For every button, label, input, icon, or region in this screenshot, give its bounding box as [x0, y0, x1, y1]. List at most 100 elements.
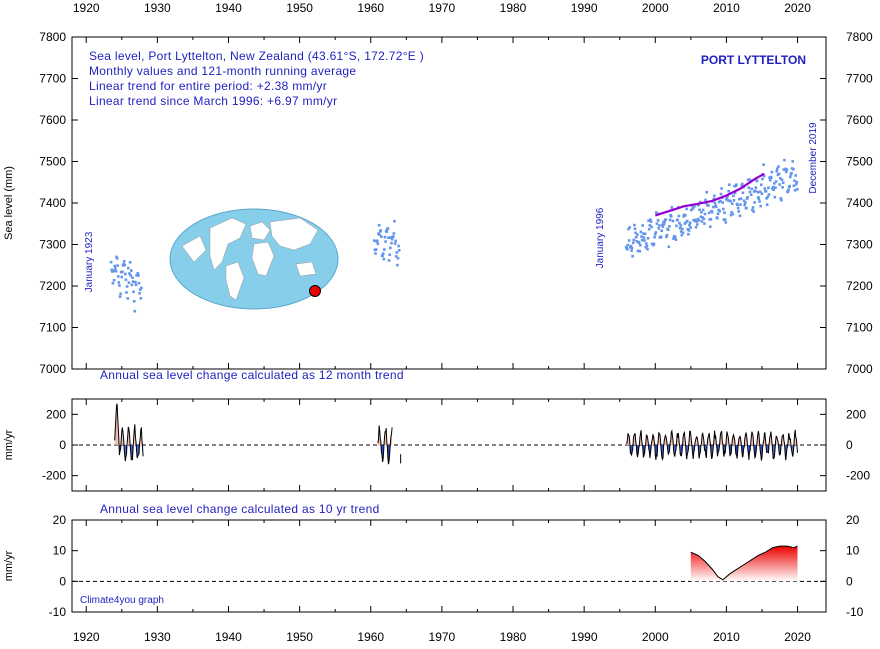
- monthly-sea-level-point: [713, 201, 717, 205]
- sea-level-y-axis-title: Sea level (mm): [3, 166, 15, 240]
- monthly-sea-level-point: [786, 190, 790, 194]
- monthly-sea-level-point: [130, 269, 133, 272]
- monthly-sea-level-point: [687, 229, 691, 232]
- monthly-sea-level-point: [679, 224, 682, 227]
- monthly-sea-level-point: [645, 245, 649, 248]
- monthly-sea-level-point: [794, 183, 798, 186]
- monthly-sea-level-point: [772, 188, 775, 191]
- trend-10yr-area: [690, 546, 798, 582]
- monthly-sea-level-point: [748, 190, 752, 194]
- x-tick-label-bottom: 2010: [713, 630, 740, 644]
- monthly-sea-level-point: [778, 177, 782, 180]
- monthly-sea-level-point: [678, 221, 681, 225]
- monthly-sea-level-point: [685, 207, 688, 211]
- monthly-sea-level-point: [705, 190, 708, 194]
- monthly-sea-level-point: [632, 238, 636, 242]
- monthly-sea-level-point: [689, 226, 692, 229]
- x-tick-label-bottom: 2000: [642, 630, 669, 644]
- monthly-sea-level-point: [378, 233, 381, 237]
- monthly-sea-level-point: [738, 214, 742, 218]
- monthly-sea-level-point: [659, 235, 663, 238]
- monthly-sea-level-point: [709, 225, 712, 228]
- monthly-sea-level-point: [698, 208, 701, 212]
- monthly-sea-level-point: [698, 200, 702, 204]
- monthly-sea-level-point: [373, 239, 376, 242]
- monthly-sea-level-point: [138, 288, 142, 291]
- monthly-sea-level-point: [732, 199, 736, 202]
- monthly-sea-level-point: [636, 233, 639, 236]
- monthly-sea-level-point: [115, 255, 118, 259]
- monthly-sea-level-point: [761, 177, 764, 181]
- monthly-sea-level-point: [140, 286, 143, 290]
- monthly-sea-level-point: [720, 187, 723, 190]
- monthly-sea-level-point: [383, 235, 387, 239]
- monthly-sea-level-point: [110, 268, 113, 272]
- x-tick-label-bottom: 1990: [571, 630, 598, 644]
- monthly-sea-level-point: [703, 212, 707, 216]
- monthly-sea-level-point: [627, 239, 631, 242]
- monthly-sea-level-point: [642, 236, 646, 239]
- monthly-sea-level-point: [709, 217, 713, 221]
- monthly-sea-level-point: [132, 290, 135, 294]
- monthly-sea-level-point: [111, 282, 115, 285]
- monthly-sea-level-point: [124, 278, 128, 281]
- monthly-sea-level-point: [757, 196, 760, 199]
- monthly-sea-level-point: [661, 225, 665, 228]
- monthly-sea-level-point: [765, 197, 768, 200]
- monthly-sea-level-point: [381, 252, 385, 255]
- monthly-sea-level-point: [655, 222, 659, 225]
- monthly-sea-level-point: [637, 241, 641, 245]
- monthly-sea-level-point: [664, 218, 668, 221]
- monthly-sea-level-point: [729, 199, 732, 203]
- monthly-sea-level-point: [777, 172, 781, 176]
- monthly-sea-level-point: [690, 208, 693, 212]
- monthly-sea-level-point: [728, 183, 731, 186]
- monthly-sea-level-point: [665, 233, 669, 237]
- monthly-sea-level-point: [732, 194, 735, 198]
- monthly-sea-level-point: [647, 227, 651, 231]
- annual-change-12month-y-axis-title: mm/yr: [3, 429, 15, 460]
- x-tick-label-bottom: 1970: [429, 630, 456, 644]
- monthly-sea-level-point: [653, 235, 656, 239]
- station-location-marker-icon: [309, 285, 321, 297]
- monthly-sea-level-point: [726, 195, 729, 198]
- monthly-sea-level-point: [643, 239, 646, 242]
- monthly-sea-level-point: [758, 200, 761, 203]
- monthly-sea-level-point: [735, 183, 738, 186]
- monthly-sea-level-point: [674, 235, 677, 239]
- monthly-sea-level-point: [387, 236, 390, 239]
- monthly-sea-level-point: [134, 283, 138, 287]
- sea-level-y-tick-right: 7000: [846, 362, 873, 376]
- monthly-sea-level-point: [736, 206, 740, 210]
- annual-change-10yr-y-tick-right: 10: [846, 544, 860, 558]
- x-tick-label-top: 1920: [73, 1, 100, 15]
- sea-level-y-tick-left: 7200: [39, 279, 66, 293]
- annual-change-12month-title: Annual sea level change calculated as 12…: [100, 368, 404, 382]
- monthly-sea-level-point: [770, 176, 773, 179]
- monthly-sea-level-point: [652, 242, 656, 246]
- monthly-sea-level-point: [756, 190, 759, 194]
- chart-title-line-3: Linear trend for entire period: +2.38 mm…: [89, 79, 327, 93]
- monthly-sea-level-point: [721, 201, 724, 204]
- annual-change-12month-y-tick-left: 0: [59, 438, 66, 452]
- monthly-sea-level-point: [713, 194, 716, 198]
- monthly-sea-level-point: [121, 270, 124, 274]
- monthly-sea-level-point: [114, 267, 117, 270]
- monthly-sea-level-point: [744, 201, 747, 204]
- monthly-sea-level-point: [128, 261, 132, 264]
- sea-level-y-tick-left: 7300: [39, 238, 66, 252]
- monthly-sea-level-point: [745, 206, 748, 210]
- monthly-sea-level-point: [112, 269, 115, 273]
- monthly-sea-level-point: [630, 249, 633, 252]
- monthly-sea-level-point: [629, 244, 633, 248]
- monthly-sea-level-point: [741, 182, 744, 186]
- monthly-sea-level-point: [658, 224, 661, 227]
- monthly-sea-level-point: [119, 292, 122, 296]
- monthly-sea-level-point: [643, 232, 647, 236]
- monthly-sea-level-point: [704, 198, 707, 202]
- monthly-sea-level-point: [117, 281, 121, 284]
- monthly-sea-level-point: [740, 184, 743, 187]
- trend-12month-fill: [137, 445, 139, 456]
- monthly-sea-level-point: [672, 237, 675, 240]
- monthly-sea-level-point: [719, 199, 722, 203]
